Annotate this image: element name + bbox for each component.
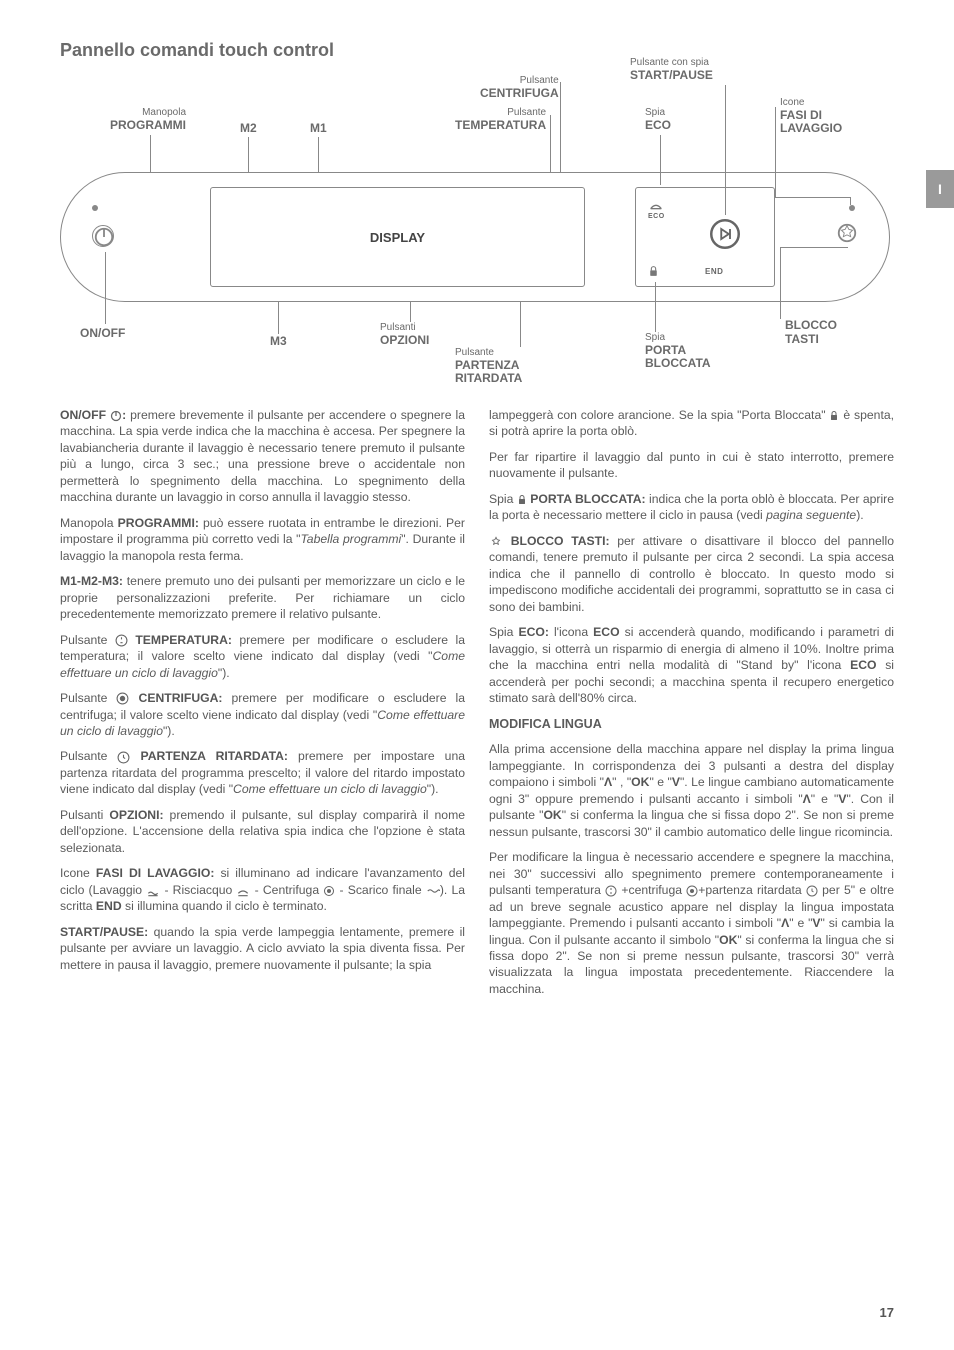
- right-column: lampeggerà con colore arancione. Se la s…: [489, 407, 894, 1006]
- page-tab: I: [926, 170, 954, 208]
- paragraph: ON/OFF : premere brevemente il pulsante …: [60, 407, 465, 506]
- leader: [850, 197, 851, 205]
- eco-text: ECO: [648, 213, 665, 220]
- body-columns: ON/OFF : premere brevemente il pulsante …: [60, 407, 894, 1006]
- display-box: DISPLAY: [210, 187, 585, 287]
- paragraph: Icone FASI DI LAVAGGIO: si illuminano ad…: [60, 865, 465, 914]
- startpause-icon: [710, 219, 740, 249]
- leader: [278, 302, 279, 334]
- leader: [560, 82, 561, 172]
- leader: [105, 252, 106, 324]
- paragraph: Manopola PROGRAMMI: può essere ruotata i…: [60, 515, 465, 564]
- label-partenza: Pulsante PARTENZA RITARDATA: [455, 347, 522, 386]
- leader: [775, 197, 850, 198]
- paragraph: Per modificare la lingua è necessario ac…: [489, 849, 894, 997]
- label-eco: Spia ECO: [645, 107, 671, 132]
- paragraph: Spia PORTA BLOCCATA: indica che la porta…: [489, 491, 894, 524]
- label-temperatura: Pulsante TEMPERATURA: [455, 107, 546, 132]
- paragraph: Pulsanti OPZIONI: premendo il pulsante, …: [60, 807, 465, 856]
- leader: [520, 302, 521, 347]
- label-centrifuga: Pulsante CENTRIFUGA: [480, 75, 559, 100]
- leader: [660, 135, 661, 185]
- label-opzioni: Pulsanti OPZIONI: [380, 322, 429, 347]
- label-startpause: Pulsante con spia START/PAUSE: [630, 57, 713, 82]
- page-number: 17: [880, 1305, 894, 1320]
- leader: [780, 247, 781, 319]
- control-panel-diagram: Manopola PROGRAMMI M2 M1 Pulsante CENTRI…: [60, 67, 890, 377]
- left-column: ON/OFF : premere brevemente il pulsante …: [60, 407, 465, 1006]
- paragraph: Spia ECO: l'icona ECO si accenderà quand…: [489, 624, 894, 706]
- leader: [780, 247, 848, 248]
- paragraph: lampeggerà con colore arancione. Se la s…: [489, 407, 894, 440]
- label-onoff: ON/OFF: [80, 327, 125, 341]
- paragraph: Pulsante TEMPERATURA: premere per modifi…: [60, 632, 465, 681]
- programmi-knob: [92, 225, 114, 247]
- leader: [550, 115, 551, 172]
- label-m2: M2: [240, 122, 257, 136]
- leader: [248, 137, 249, 172]
- label-porta: Spia PORTA BLOCCATA: [645, 332, 711, 371]
- label-m3: M3: [270, 335, 287, 349]
- dot: [849, 205, 855, 211]
- leader: [775, 107, 776, 197]
- end-text: END: [705, 267, 723, 276]
- leader: [318, 137, 319, 172]
- lock-icon: [648, 265, 659, 278]
- paragraph: M1-M2-M3: tenere premuto uno dei pulsant…: [60, 573, 465, 622]
- leader: [150, 135, 151, 172]
- paragraph: BLOCCO TASTI: per attivare o disattivare…: [489, 533, 894, 615]
- leader: [655, 282, 656, 332]
- page-title: Pannello comandi touch control: [60, 40, 894, 61]
- label-blocco: BLOCCO TASTI: [785, 319, 837, 347]
- paragraph: Alla prima accensione della macchina app…: [489, 741, 894, 840]
- dot: [92, 205, 98, 211]
- fasi-icon: [836, 222, 858, 244]
- paragraph: Per far ripartire il lavaggio dal punto …: [489, 449, 894, 482]
- label-fasi: Icone FASI DI LAVAGGIO: [780, 97, 842, 136]
- paragraph: Pulsante CENTRIFUGA: premere per modific…: [60, 690, 465, 739]
- label-programmi: Manopola PROGRAMMI: [110, 107, 186, 132]
- paragraph: MODIFICA LINGUA: [489, 716, 894, 733]
- eco-leaf-icon: [648, 199, 664, 213]
- label-m1: M1: [310, 122, 327, 136]
- paragraph: Pulsante PARTENZA RITARDATA: premere per…: [60, 748, 465, 797]
- leader: [410, 302, 411, 322]
- paragraph: START/PAUSE: quando la spia verde lampeg…: [60, 924, 465, 973]
